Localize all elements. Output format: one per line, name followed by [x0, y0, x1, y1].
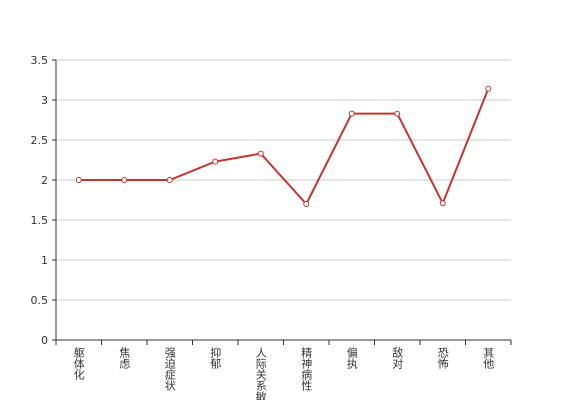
point	[212, 158, 219, 165]
x-tick-label: 恐怖	[436, 347, 449, 369]
x-tick-label: 偏执	[345, 346, 358, 370]
point	[485, 85, 492, 92]
point	[439, 200, 446, 207]
x-tick-label: 精神病性	[300, 347, 313, 392]
y-tick-label: 1.5	[31, 214, 49, 227]
point	[121, 177, 128, 183]
y-tick-label: 0	[41, 334, 48, 347]
x-tick-label: 强迫症状	[163, 347, 176, 391]
y-tick-label: 2.5	[31, 134, 49, 147]
y-tick-label: 3	[41, 94, 48, 107]
x-tick-label: 抑郁	[209, 346, 222, 369]
point	[394, 110, 401, 117]
point	[348, 110, 355, 117]
point	[303, 201, 310, 207]
y-tick-label: 0.5	[31, 294, 49, 307]
x-tick-label: 敌对	[391, 346, 404, 369]
x-tick-label: 其他	[482, 347, 495, 369]
point	[75, 177, 82, 183]
y-tick-label: 3.5	[31, 54, 49, 67]
x-tick-label: 人际关系敏感	[254, 347, 267, 400]
x-tick-label: 焦虑	[118, 347, 131, 369]
y-tick-label: 1	[41, 254, 48, 267]
point	[257, 150, 264, 157]
y-tick-label: 2	[41, 174, 48, 187]
line	[78, 88, 490, 206]
point	[166, 177, 173, 183]
x-tick-label: 躯体化	[72, 347, 85, 381]
